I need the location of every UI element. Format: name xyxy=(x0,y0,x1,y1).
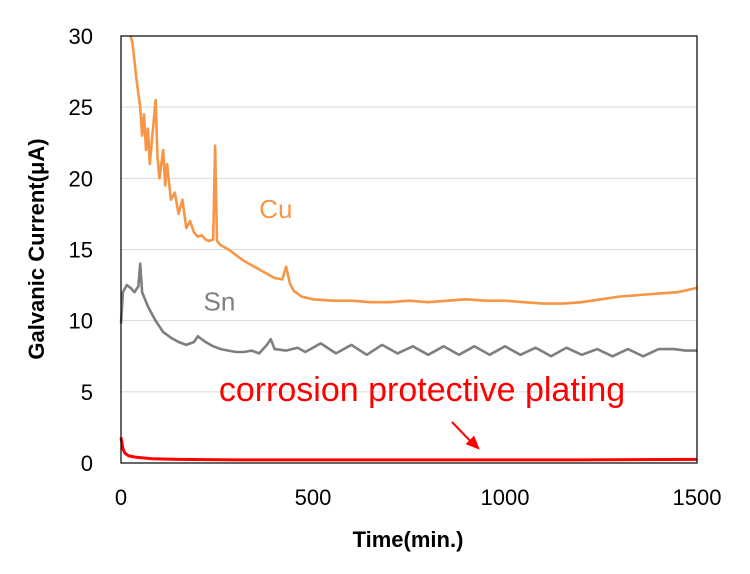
series-lines xyxy=(119,35,698,462)
series-line-cu xyxy=(129,35,698,305)
x-axis-tick-labels: 0 500 1000 1500 xyxy=(115,485,722,510)
series-label-cu: Cu xyxy=(259,194,292,224)
series-label-sn: Sn xyxy=(204,287,236,317)
y-tick-label: 15 xyxy=(69,238,93,263)
y-tick-label: 25 xyxy=(69,95,93,120)
y-axis-tick-labels: 0 5 10 15 20 25 30 xyxy=(69,24,93,476)
series-line-plating xyxy=(119,437,698,462)
x-tick-label: 1000 xyxy=(481,485,530,510)
series-line-sn xyxy=(119,262,697,358)
y-tick-label: 5 xyxy=(81,380,93,405)
x-tick-label: 1500 xyxy=(673,485,722,510)
y-tick-label: 0 xyxy=(81,451,93,476)
plot-frame xyxy=(120,35,698,464)
y-tick-label: 30 xyxy=(69,24,93,49)
annotation-arrowhead xyxy=(465,435,480,450)
y-axis-title: Galvanic Current(μA) xyxy=(24,138,49,359)
x-axis-title: Time(min.) xyxy=(353,527,464,552)
y-tick-label: 10 xyxy=(69,309,93,334)
x-tick-label: 0 xyxy=(115,485,127,510)
annotation-corrosion-protective-plating: corrosion protective plating xyxy=(219,371,625,409)
x-tick-label: 500 xyxy=(295,485,332,510)
y-tick-label: 20 xyxy=(69,166,93,191)
